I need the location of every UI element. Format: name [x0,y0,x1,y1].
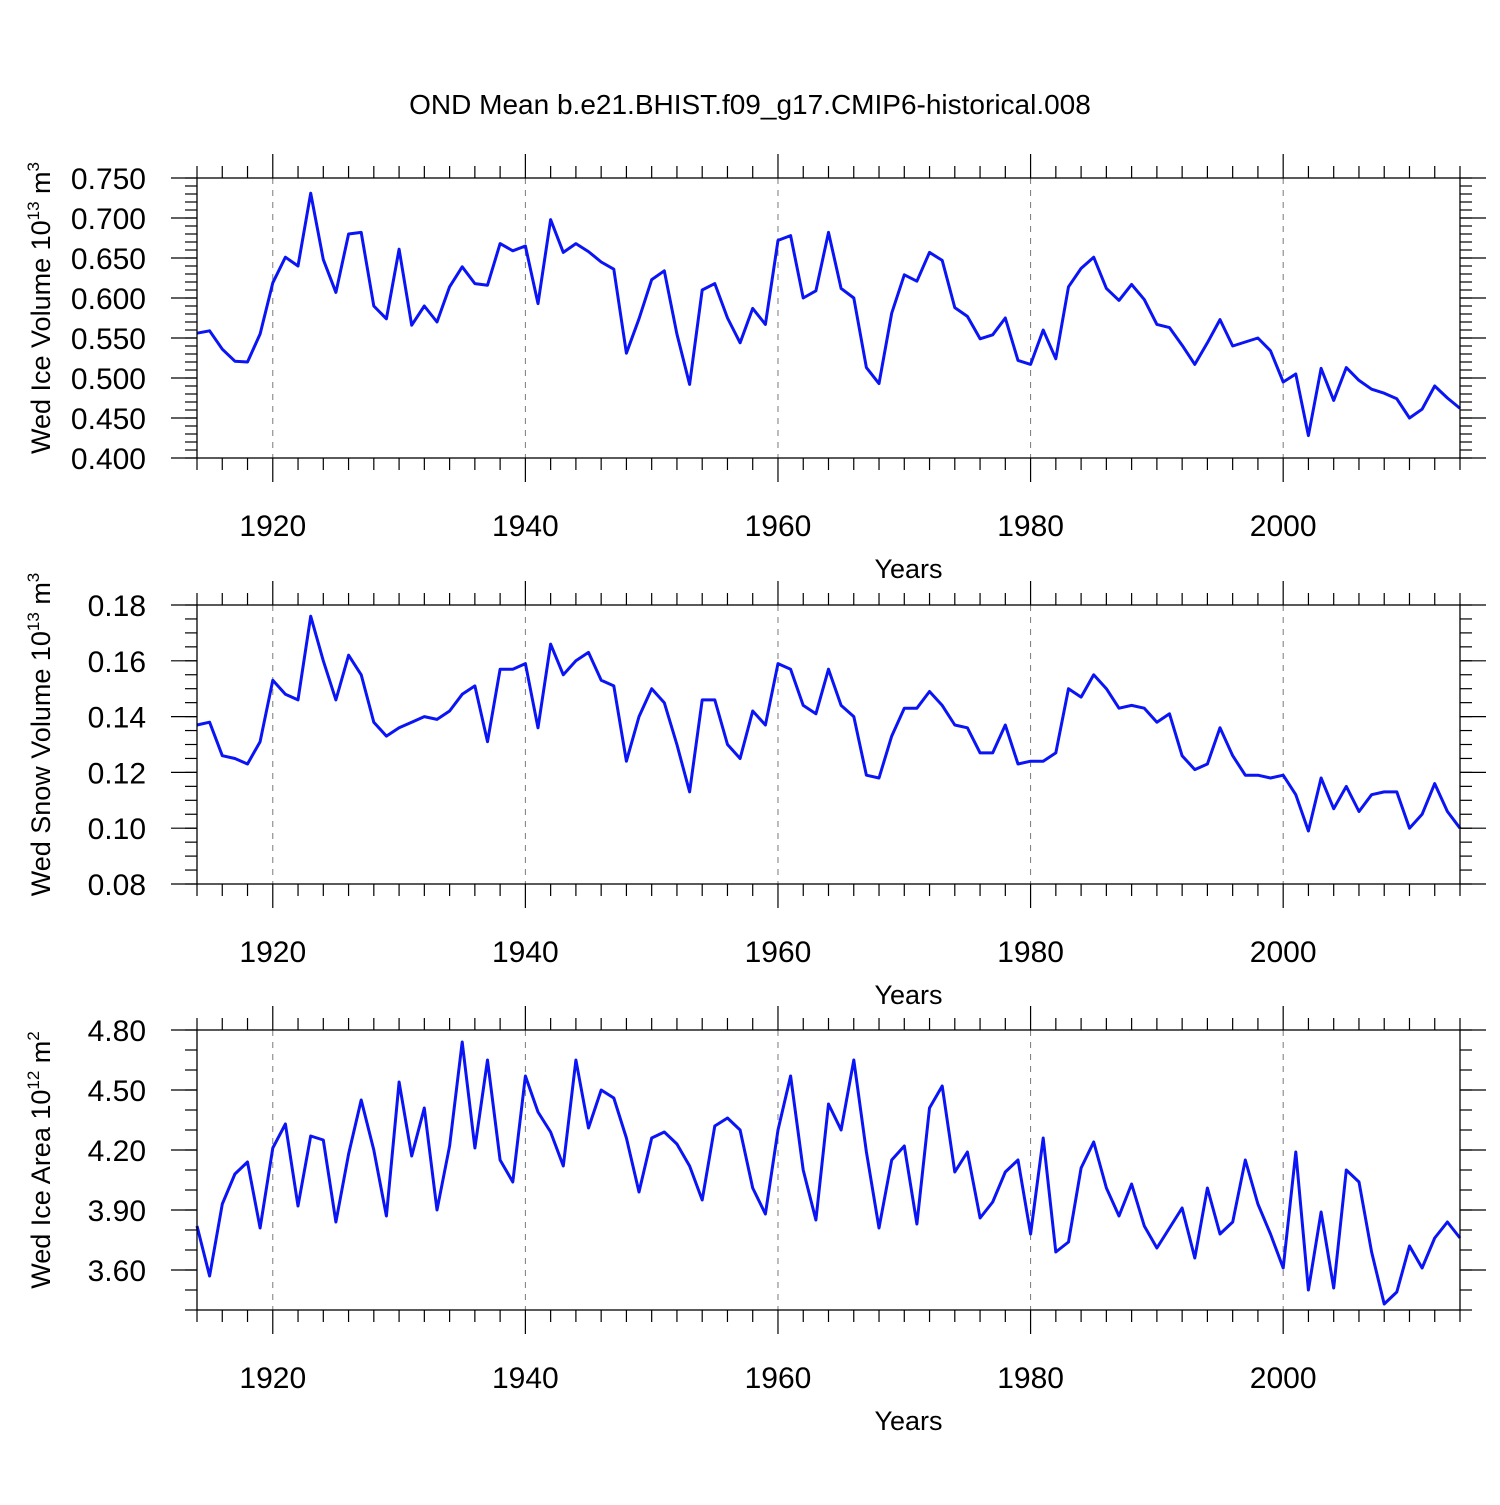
y-axis-title: Wed Ice Area 1012 m2 [24,1031,56,1289]
x-tick-label: 1940 [492,1362,559,1395]
y-tick-label: 0.600 [71,283,146,316]
y-tick-label: 0.500 [71,363,146,396]
x-axis-title: Years [874,1406,942,1436]
y-tick-label: 4.80 [88,1015,146,1048]
x-tick-label: 1960 [745,510,812,543]
y-tick-label: 0.450 [71,403,146,436]
x-tick-label: 2000 [1250,1362,1317,1395]
y-tick-label: 0.16 [88,646,146,679]
y-tick-label: 3.60 [88,1255,146,1288]
chart-title: OND Mean b.e21.BHIST.f09_g17.CMIP6-histo… [409,89,1091,120]
y-tick-label: 0.650 [71,243,146,276]
x-tick-label: 1980 [997,510,1064,543]
x-axis-title: Years [874,980,942,1010]
x-axis-title: Years [874,554,942,584]
x-tick-label: 1940 [492,510,559,543]
x-tick-label: 2000 [1250,936,1317,969]
y-axis-title: Wed Snow Volume 1013 m3 [24,573,56,897]
y-tick-label: 0.700 [71,203,146,236]
x-tick-label: 1960 [745,936,812,969]
y-tick-label: 3.90 [88,1195,146,1228]
plot-frame [196,177,1461,459]
x-tick-label: 1940 [492,936,559,969]
x-tick-label: 1920 [239,510,306,543]
series-line [196,191,1461,438]
y-axis-title: Wed Ice Volume 1013 m3 [24,162,56,454]
series-line [196,614,1462,833]
x-tick-label: 1920 [239,936,306,969]
x-tick-label: 2000 [1250,510,1317,543]
y-tick-label: 4.50 [88,1075,146,1108]
panel-1: 1920 1940 1960 1980 2000 Years 0.400 0.450 0.500… [24,154,1486,584]
plot-frame [196,604,1461,885]
y-tick-label: 0.18 [88,590,146,623]
y-tick-label: 0.12 [88,757,146,790]
x-tick-label: 1980 [997,1362,1064,1395]
panel-2: 1920 1940 1960 1980 2000 Years 0.08 0.10 0.12 0.1… [24,573,1486,1010]
y-tick-label: 0.750 [71,163,146,196]
x-tick-label: 1920 [239,1362,306,1395]
x-tick-label: 1980 [997,936,1064,969]
y-tick-label: 0.08 [88,869,146,902]
panel-3: 1920 1940 1960 1980 2000 Years 3.60 3.90 4.20 4.5… [24,1006,1486,1436]
y-tick-label: 0.14 [88,702,146,735]
plot-frame [196,1029,1461,1311]
y-tick-label: 4.20 [88,1135,146,1168]
y-tick-label: 0.550 [71,323,146,356]
series-line [195,1040,1462,1306]
x-tick-label: 1960 [745,1362,812,1395]
y-tick-label: 0.400 [71,443,146,476]
y-tick-label: 0.10 [88,813,146,846]
